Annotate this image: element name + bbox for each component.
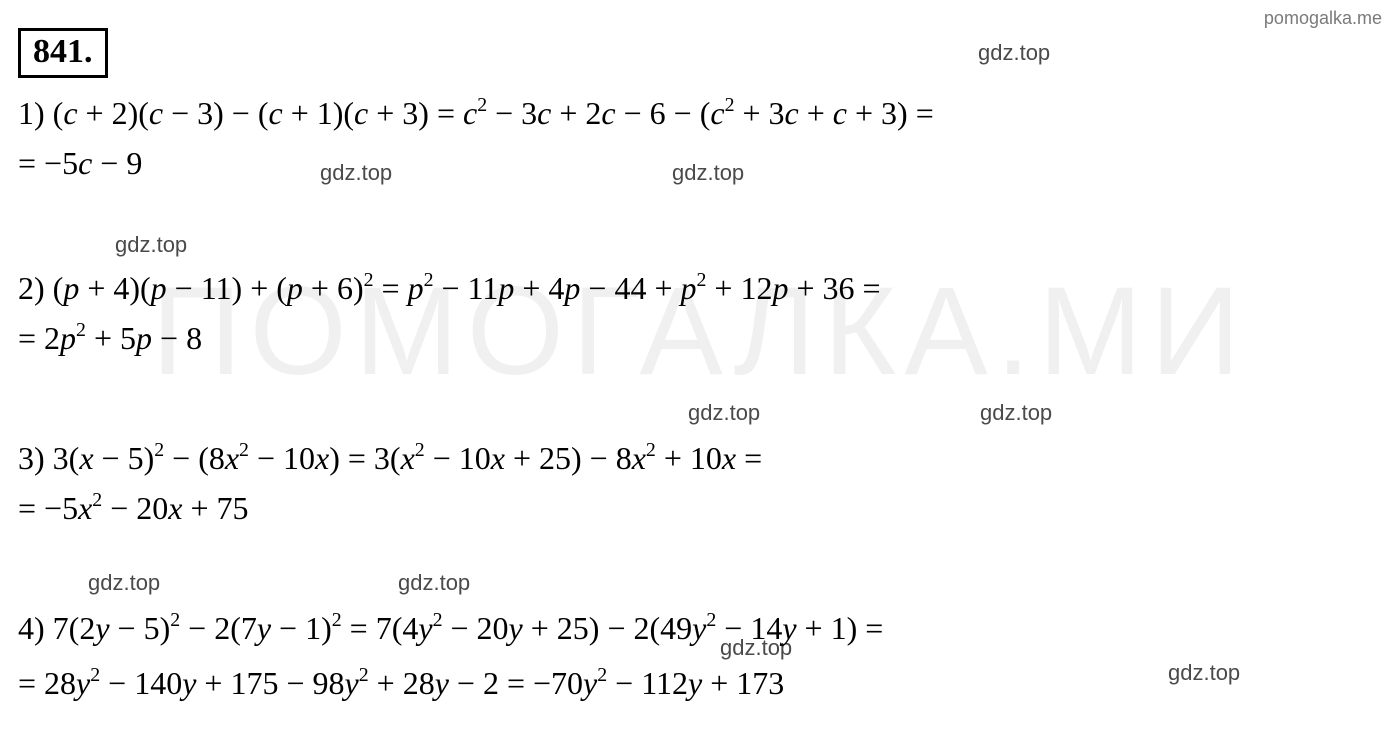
gdz-overlay: gdz.top xyxy=(688,400,760,426)
problem-2-number: 2) xyxy=(18,270,45,306)
problem-2-line-2: = 2p2 + 5p − 8 xyxy=(18,320,202,357)
gdz-overlay: gdz.top xyxy=(978,40,1050,66)
problem-4-cont: = 28y2 − 140y + 175 − 98y2 + 28y − 2 = −… xyxy=(18,665,784,701)
gdz-overlay: gdz.top xyxy=(398,570,470,596)
gdz-overlay: gdz.top xyxy=(672,160,744,186)
problem-1-expr: (c + 2)(c − 3) − (c + 1)(c + 3) = c2 − 3… xyxy=(53,95,934,131)
problem-3-number: 3) xyxy=(18,440,45,476)
gdz-overlay: gdz.top xyxy=(115,232,187,258)
problem-2-cont: = 2p2 + 5p − 8 xyxy=(18,320,202,356)
problem-3-line-1: 3) 3(x − 5)2 − (8x2 − 10x) = 3(x2 − 10x … xyxy=(18,440,762,477)
source-watermark: pomogalka.me xyxy=(1264,8,1382,29)
problem-1-number: 1) xyxy=(18,95,45,131)
problem-3-expr: 3(x − 5)2 − (8x2 − 10x) = 3(x2 − 10x + 2… xyxy=(53,440,762,476)
problem-3-cont: = −5x2 − 20x + 75 xyxy=(18,490,249,526)
problem-3-line-2: = −5x2 − 20x + 75 xyxy=(18,490,249,527)
problem-4-number: 4) xyxy=(18,610,45,646)
problem-2-expr: (p + 4)(p − 11) + (p + 6)2 = p2 − 11p + … xyxy=(53,270,881,306)
gdz-overlay: gdz.top xyxy=(1168,660,1240,686)
problem-4-line-2: = 28y2 − 140y + 175 − 98y2 + 28y − 2 = −… xyxy=(18,665,784,702)
problem-1-line-1: 1) (c + 2)(c − 3) − (c + 1)(c + 3) = c2 … xyxy=(18,95,934,132)
gdz-overlay: gdz.top xyxy=(980,400,1052,426)
gdz-overlay: gdz.top xyxy=(88,570,160,596)
problem-4-line-1: 4) 7(2y − 5)2 − 2(7y − 1)2 = 7(4y2 − 20y… xyxy=(18,610,883,647)
problem-2-line-1: 2) (p + 4)(p − 11) + (p + 6)2 = p2 − 11p… xyxy=(18,270,881,307)
problem-1-cont: = −5c − 9 xyxy=(18,145,142,181)
problem-1-line-2: = −5c − 9 xyxy=(18,145,142,182)
gdz-overlay: gdz.top xyxy=(320,160,392,186)
problem-number: 841. xyxy=(33,33,93,70)
problem-4-expr: 7(2y − 5)2 − 2(7y − 1)2 = 7(4y2 − 20y + … xyxy=(53,610,884,646)
problem-number-box: 841. xyxy=(18,28,108,78)
